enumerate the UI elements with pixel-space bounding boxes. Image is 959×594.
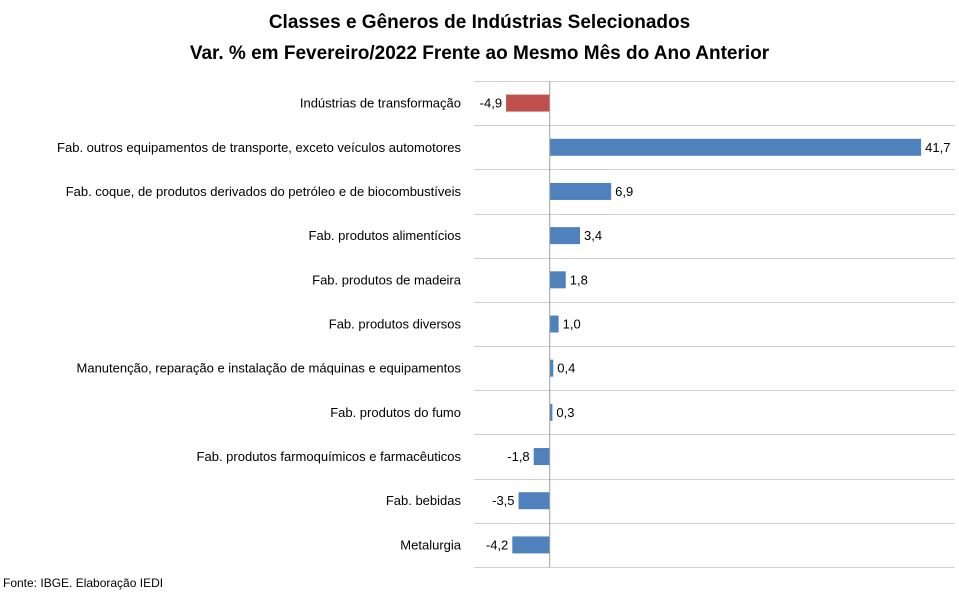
bar (549, 359, 554, 377)
bar (533, 448, 550, 466)
data-label: 0,3 (556, 405, 574, 420)
category-label: Fab. produtos de madeira (312, 272, 462, 287)
category-label: Fab. produtos farmoquímicos e farmacêuti… (197, 449, 462, 464)
category-label: Fab. produtos alimentícios (309, 228, 462, 243)
data-label: -3,5 (492, 493, 514, 508)
category-label: Indústrias de transformação (300, 96, 461, 111)
source-footer: Fonte: IBGE. Elaboração IEDI (3, 576, 164, 590)
bar (549, 138, 922, 156)
category-label: Metalurgia (400, 537, 461, 552)
category-label: Manutenção, reparação e instalação de má… (77, 361, 462, 376)
data-label: -4,2 (486, 537, 508, 552)
data-label: 1,8 (570, 272, 588, 287)
data-label: -1,8 (507, 449, 529, 464)
chart-title-line-2: Var. % em Fevereiro/2022 Frente ao Mesmo… (189, 43, 770, 64)
data-label: 3,4 (584, 228, 602, 243)
data-label: 0,4 (557, 361, 575, 376)
bar (549, 182, 612, 200)
category-label: Fab. outros equipamentos de transporte, … (57, 140, 461, 155)
category-label: Fab. coque, de produtos derivados do pet… (66, 184, 462, 199)
bar (518, 492, 550, 510)
bar (512, 536, 550, 554)
bar (549, 271, 566, 289)
data-label: 41,7 (925, 140, 950, 155)
data-label: -4,9 (480, 96, 502, 111)
data-label: 1,0 (563, 317, 581, 332)
category-label: Fab. bebidas (386, 493, 462, 508)
data-label: 6,9 (615, 184, 633, 199)
bar (549, 403, 553, 421)
bar (506, 94, 550, 112)
bar (549, 227, 580, 245)
bar (549, 315, 559, 333)
chart-title-line-1: Classes e Gêneros de Indústrias Selecion… (268, 12, 691, 33)
category-label: Fab. produtos diversos (329, 317, 462, 332)
category-label: Fab. produtos do fumo (330, 405, 461, 420)
